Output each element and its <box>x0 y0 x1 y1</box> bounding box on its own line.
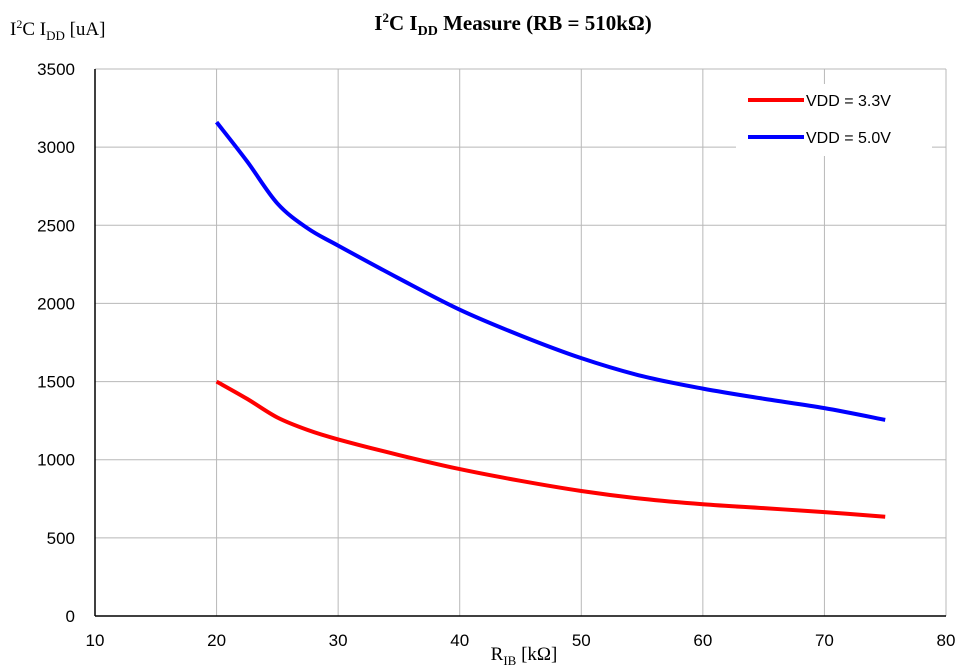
x-axis-label: RIB [kΩ] <box>491 644 558 668</box>
x-tick-label: 80 <box>937 631 956 650</box>
x-tick-label: 20 <box>207 631 226 650</box>
legend-box <box>736 84 932 156</box>
axes <box>94 69 946 617</box>
y-tick-label: 2500 <box>37 216 75 235</box>
y-tick-label: 0 <box>66 607 75 626</box>
x-tick-label: 70 <box>815 631 834 650</box>
y-tick-label: 1500 <box>37 373 75 392</box>
legend-label-3v3: VDD = 3.3V <box>806 93 891 110</box>
y-tick-label: 2000 <box>37 294 75 313</box>
x-tick-labels: 10 20 30 40 50 60 70 80 <box>86 631 956 650</box>
x-tick-label: 30 <box>329 631 348 650</box>
legend-label-5v0: VDD = 5.0V <box>806 130 891 147</box>
y-tick-label: 3000 <box>37 138 75 157</box>
legend: VDD = 3.3V VDD = 5.0V <box>736 84 932 156</box>
chart-title: I2C IDD Measure (RB = 510kΩ) <box>374 10 651 39</box>
series-line-0 <box>215 379 886 519</box>
y-axis-label: I2C IDD [uA] <box>10 17 106 43</box>
x-tick-label: 10 <box>86 631 105 650</box>
y-tick-label: 1000 <box>37 451 75 470</box>
x-tick-label: 60 <box>693 631 712 650</box>
grid <box>94 68 947 617</box>
y-tick-labels: 0 500 1000 1500 2000 2500 3000 3500 <box>37 60 75 626</box>
x-tick-label: 50 <box>572 631 591 650</box>
series-line-1 <box>214 120 886 422</box>
y-tick-label: 3500 <box>37 60 75 79</box>
x-tick-label: 40 <box>450 631 469 650</box>
y-tick-label: 500 <box>47 529 75 548</box>
series-lines <box>214 120 886 519</box>
